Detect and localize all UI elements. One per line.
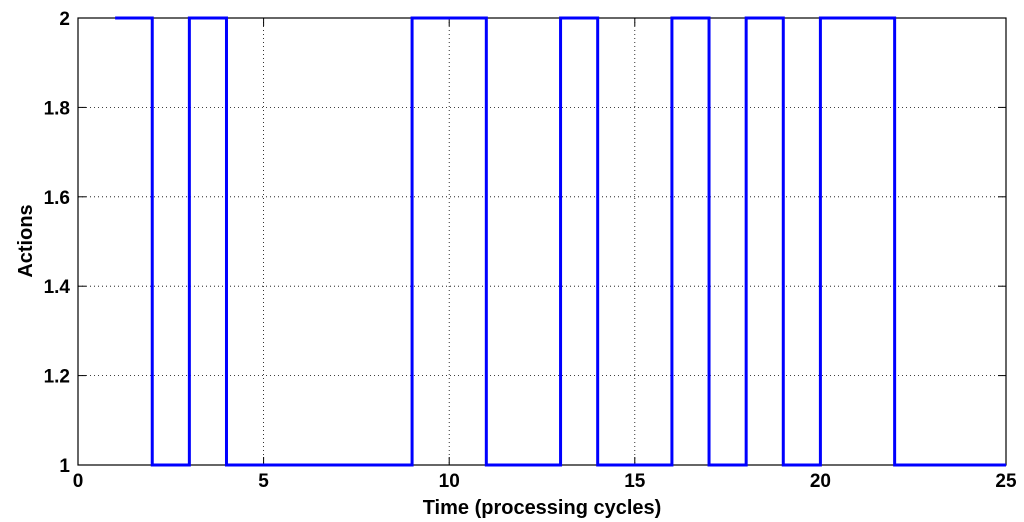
y-tick-label: 1.6: [44, 188, 70, 209]
y-tick-label: 2: [59, 9, 70, 30]
x-tick-label: 15: [624, 471, 646, 492]
y-axis-label: Actions: [15, 204, 37, 277]
y-tick-label: 1.8: [44, 98, 70, 119]
plot-area-frame: [77, 17, 1007, 466]
axis-ticks: [77, 17, 1007, 466]
y-tick-label: 1: [59, 456, 70, 477]
y-tick-label: 1.2: [44, 367, 70, 388]
grid: [78, 18, 1006, 465]
x-tick-label: 0: [73, 471, 84, 492]
series-line: [115, 16, 1006, 467]
x-axis-label: Time (processing cycles): [423, 497, 662, 519]
x-tick-label: 10: [439, 471, 460, 492]
y-tick-label: 1.4: [44, 277, 71, 298]
y-tick-labels: 1 1.2 1.4 1.6 1.8 2: [44, 9, 71, 477]
x-tick-label: 20: [810, 471, 831, 492]
x-tick-labels: 0 5 10 15 20 25: [73, 471, 1017, 492]
x-tick-label: 5: [258, 471, 269, 492]
series-group: [115, 16, 1006, 467]
x-tick-label: 25: [995, 471, 1017, 492]
